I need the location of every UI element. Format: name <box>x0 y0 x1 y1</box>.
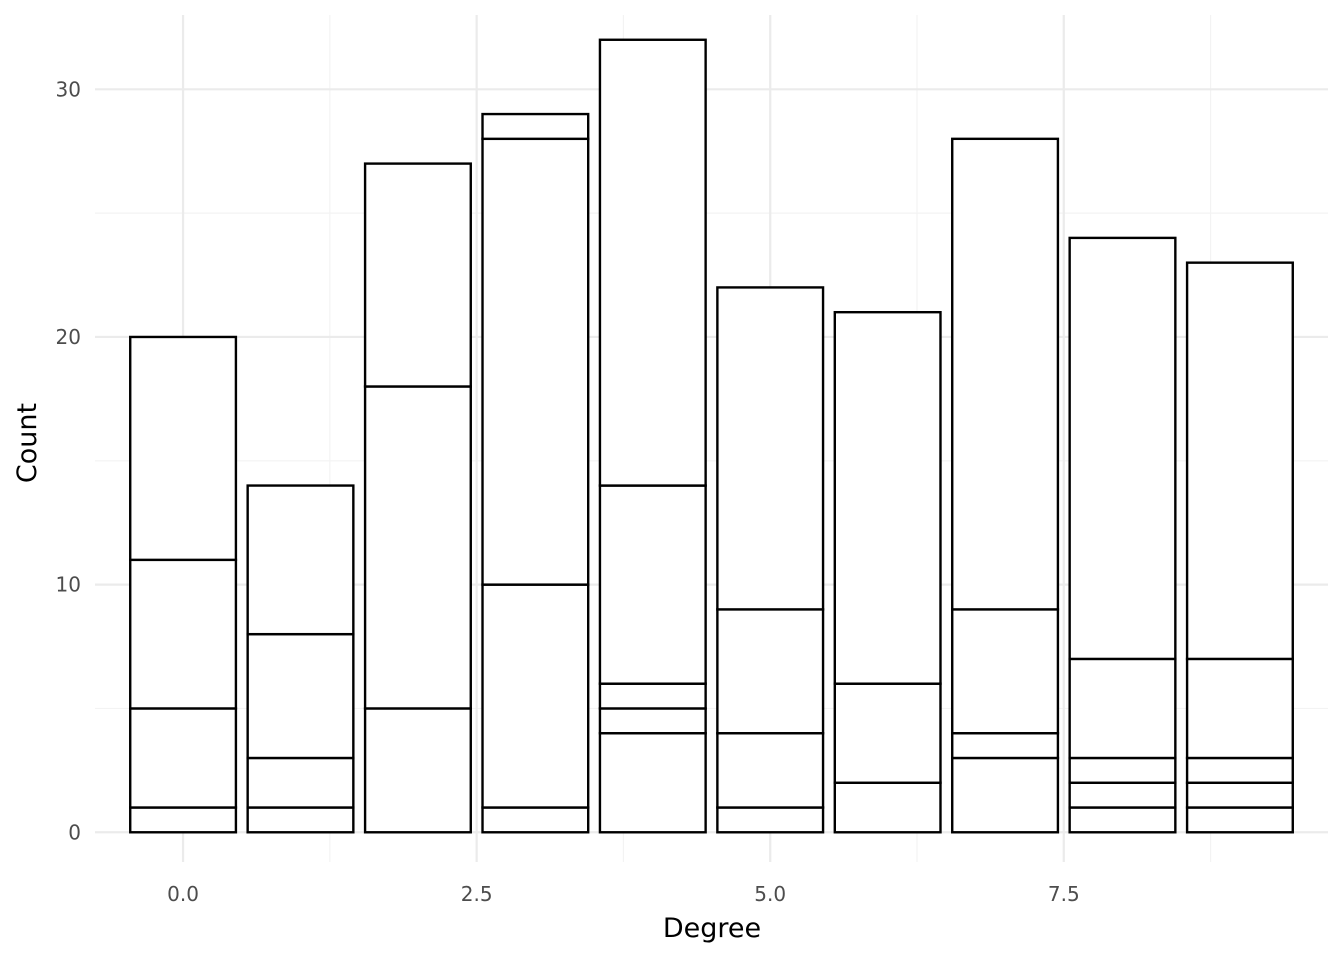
y-tick-label: 30 <box>56 77 81 101</box>
bar-segment <box>129 558 238 710</box>
y-tick-label: 0 <box>68 820 81 844</box>
bar-segment <box>363 707 472 834</box>
bar <box>1068 236 1177 834</box>
x-axis-ticks: 0.0 2.5 5.0 7.5 <box>167 882 1080 906</box>
bar-segment <box>1068 236 1177 661</box>
bar <box>1185 261 1294 834</box>
bar <box>951 137 1060 834</box>
bar-segment <box>951 732 1060 760</box>
bar-segment <box>716 806 825 834</box>
bar-segment <box>481 583 590 809</box>
bar <box>363 162 472 834</box>
x-tick-label: 0.0 <box>167 882 199 906</box>
x-tick-label: 5.0 <box>754 882 786 906</box>
bar-segment <box>1185 756 1294 784</box>
x-tick-label: 7.5 <box>1048 882 1080 906</box>
y-tick-label: 20 <box>56 325 81 349</box>
bar-segment <box>1185 261 1294 661</box>
bar-segment <box>951 608 1060 735</box>
x-tick-label: 2.5 <box>461 882 493 906</box>
bar-segment <box>246 632 355 760</box>
bar-segment <box>481 137 590 586</box>
bar-segment <box>1185 657 1294 760</box>
bar-segment <box>1068 806 1177 834</box>
bar-segment <box>1068 781 1177 809</box>
bar-segment <box>246 806 355 834</box>
x-axis-title: Degree <box>663 913 761 944</box>
bar-segment <box>833 310 942 685</box>
bar-segment <box>598 707 707 735</box>
bar <box>246 484 355 834</box>
bar-segment <box>598 484 707 685</box>
bar-segment <box>598 38 707 487</box>
bar <box>598 38 707 834</box>
bar <box>481 112 590 834</box>
bar-segment <box>363 385 472 710</box>
bar-segment <box>481 112 590 141</box>
y-axis-ticks: 0 10 20 30 <box>56 77 81 844</box>
bar-segment <box>716 732 825 809</box>
y-tick-label: 10 <box>56 573 81 597</box>
bar-segment <box>1068 756 1177 784</box>
bars <box>129 38 1294 834</box>
bar-segment <box>833 682 942 784</box>
bar-segment <box>951 137 1060 611</box>
bar-segment <box>129 707 238 809</box>
bar-segment <box>481 806 590 834</box>
bar-segment <box>716 608 825 735</box>
bar-segment <box>1185 806 1294 834</box>
bar-segment <box>129 335 238 562</box>
bar <box>833 310 942 834</box>
bar-segment <box>1185 781 1294 809</box>
bar-segment <box>951 756 1060 834</box>
bar <box>129 335 238 834</box>
bar <box>716 286 825 834</box>
bar-segment <box>246 756 355 809</box>
y-axis-title: Count <box>12 403 43 483</box>
bar-segment <box>598 732 707 834</box>
bar-segment <box>363 162 472 388</box>
bar-segment <box>833 781 942 834</box>
bar-segment <box>129 806 238 834</box>
bar-segment <box>716 286 825 611</box>
bar-segment <box>246 484 355 636</box>
bar-segment <box>598 682 707 710</box>
bar-segment <box>1068 657 1177 760</box>
